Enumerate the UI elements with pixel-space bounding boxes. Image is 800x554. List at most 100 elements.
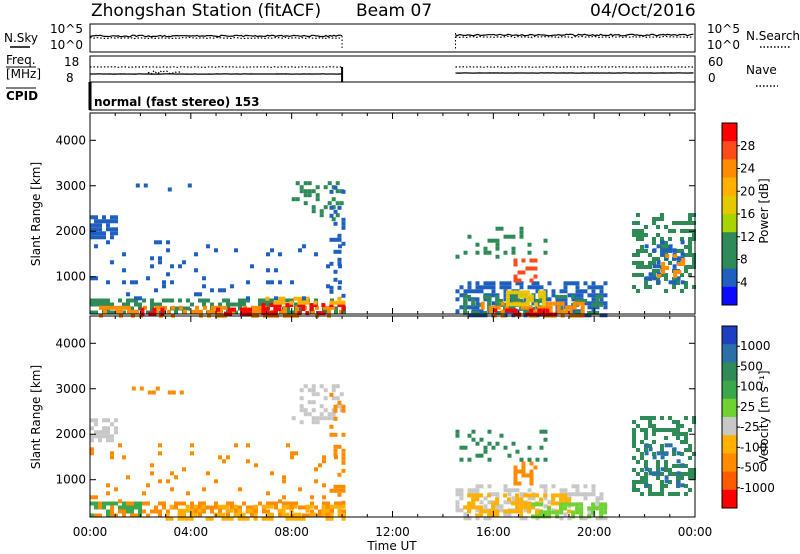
power-cell [536,305,541,310]
power-cell [303,181,308,186]
power-cell [194,252,198,257]
velocity-cell [459,445,464,450]
power-cell [559,306,564,311]
power-cell [337,296,342,301]
velocity-cell [341,484,346,489]
velocity-cell [311,408,316,413]
velocity-cell [579,502,584,507]
power-cell [529,258,534,263]
power-cell [130,306,134,311]
power-cell [337,205,342,210]
velocity-cell [479,513,484,518]
power-cell [483,281,488,286]
velocity-cell [214,505,218,510]
power-cell [126,302,130,307]
power-cell [487,302,492,307]
velocity-cell [648,468,652,472]
velocity-cell [648,488,652,492]
velocity-cell [206,471,210,476]
velocity-cell [515,505,520,510]
velocity-cell [583,496,588,501]
velocity-cell [684,416,688,420]
velocity-cell [487,509,492,514]
power-cell [198,292,202,297]
power-cell [266,302,270,307]
velocity-cell [632,480,636,484]
power-cell [583,301,588,306]
velocity-cell [507,453,512,458]
power-cell [499,298,504,303]
power-cell [289,303,294,308]
velocity-cell [110,509,114,514]
velocity-cell [261,504,266,509]
power-cell [158,256,162,261]
power-cell [632,253,636,257]
power-cell [648,265,652,269]
power-cell [656,260,661,265]
power-cell [335,213,340,218]
velocity-cell [266,509,270,514]
velocity-cell [158,451,162,456]
velocity-cell [539,514,544,519]
power-cell [644,225,648,229]
power-cell [672,277,676,281]
velocity-cell [274,505,278,510]
velocity-cell [151,390,156,395]
power-cell [483,285,488,290]
velocity-cell [321,512,326,517]
power-cell [688,237,692,241]
power-cell [495,242,500,247]
velocity-cell [529,481,534,486]
power-cell [680,229,684,233]
power-cell [668,280,673,285]
power-cell [142,298,146,303]
velocity-cell [680,472,684,476]
velocity-cell [246,505,250,510]
power-cell [644,265,648,269]
time-tick-label: 20:00 [577,525,612,539]
power-cell [323,305,327,310]
velocity-cell [254,509,258,514]
velocity-ytick-label: 2000 [55,427,86,441]
velocity-cell [310,509,314,514]
velocity-cell [177,516,182,521]
power-cell [134,302,138,307]
velocity-cell [471,497,476,502]
velocity-cell [122,509,126,514]
power-cell [640,245,644,249]
power-cell [155,309,159,314]
velocity-cell [533,465,538,470]
velocity-cell [672,420,676,424]
velocity-cell [323,416,328,421]
velocity-cell [205,516,210,521]
power-cell [94,215,98,220]
power-cell [259,305,263,310]
velocity-cell [193,512,198,517]
power-cell [277,303,282,308]
power-cell [265,307,270,312]
power-cell [568,309,573,314]
power-cell [146,276,150,281]
power-cell [298,248,302,253]
velocity-cell [644,483,649,488]
power-cell [517,302,522,307]
power-cell [688,217,692,221]
velocity-cell [680,483,685,488]
power-cell [595,310,600,315]
velocity-cell [234,443,238,448]
velocity-cell [676,471,681,476]
velocity-cell [341,460,346,465]
velocity-cell [467,501,472,506]
power-cell [656,264,661,269]
velocity-cell [543,493,548,498]
velocity-cell [311,400,316,405]
power-cell [559,294,564,299]
power-cell [467,289,472,294]
velocity-cell [559,516,564,521]
power-cell [515,298,520,303]
power-cell [315,193,320,198]
power-cell [495,226,500,231]
velocity-cell [333,452,338,457]
velocity-cell [114,418,118,423]
velocity-cell [189,508,194,513]
